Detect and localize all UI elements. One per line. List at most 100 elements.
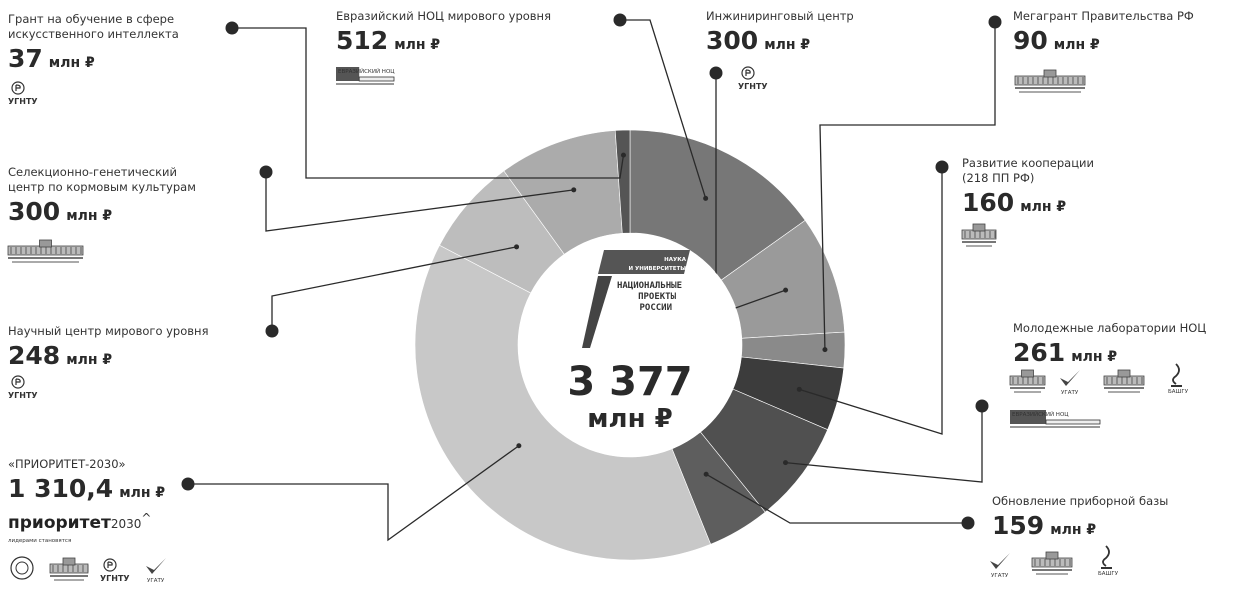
amount-eng: 300 млн ₽ [706, 26, 810, 55]
leader-grant-end [620, 152, 626, 158]
leader-coop [799, 167, 943, 435]
logo-banner [598, 250, 690, 274]
annotation-priority: «ПРИОРИТЕТ-2030» 1 310,4 млн ₽ [8, 457, 165, 503]
leader-mega-dot [988, 15, 1002, 29]
leader-grant-dot [225, 21, 239, 35]
ugntu-logo: УГНТУ [100, 558, 130, 583]
amount-update: 159 млн ₽ [992, 511, 1096, 540]
logo-big3: РОССИИ [639, 303, 672, 313]
leader-lines [181, 13, 1002, 542]
mega-building-logo [1014, 69, 1086, 93]
ugatu-label: УГАТУ [1061, 390, 1079, 396]
annotation-mega: Мегагрант Правительства РФ 90 млн ₽ [1013, 9, 1194, 55]
leader-selection-dot [259, 165, 273, 179]
leader-noc [620, 19, 707, 199]
label-priority-line1: «ПРИОРИТЕТ-2030» [8, 457, 126, 471]
coop-building-logo [961, 223, 997, 247]
ugntu-label: УГНТУ [8, 97, 38, 106]
amount-unit-selection: млн ₽ [66, 208, 112, 224]
ugntu-label: УГНТУ [100, 574, 130, 583]
noc-logo-text: ЕВРАЗИЙСКИЙ НОЦ [1012, 411, 1069, 418]
youth-building-logo [1009, 369, 1046, 393]
amount-noc: 512 млн ₽ [336, 26, 440, 55]
label-grant-line2: искусственного интеллекта [8, 27, 179, 41]
logo-line2: И УНИВЕРСИТЕТЫ [628, 266, 686, 272]
leader-selection-end [571, 187, 577, 193]
leader-eng-dot [709, 66, 723, 80]
ugntu-letter-icon [15, 84, 21, 91]
bashgu-logo: БАШГУ [1168, 363, 1189, 395]
ugatu-logo: УГАТУ [990, 553, 1010, 579]
leader-coop-dot [935, 160, 949, 174]
amount-science: 248 млн ₽ [8, 341, 112, 370]
bashgu-logo: БАШГУ [1098, 545, 1119, 577]
amount-value-science: 248 [8, 341, 60, 370]
logo-line1: НАУКА [664, 257, 687, 263]
leader-grant [232, 27, 625, 179]
ugntu-emblem-icon [11, 375, 25, 389]
annotation-eng: Инжиниринговый центр 300 млн ₽ [706, 9, 854, 55]
priority-2030-brand: приоритет2030^ лидерами становятся [8, 511, 151, 544]
amount-value-update: 159 [992, 511, 1044, 540]
ugatu-wing-icon [990, 553, 1010, 569]
amount-youth: 261 млн ₽ [1013, 338, 1117, 367]
amount-unit-eng: млн ₽ [764, 37, 810, 53]
ugatu-wing-icon [146, 558, 166, 574]
ugntu-logo: УГНТУ [8, 375, 38, 400]
ugatu-logo: УГАТУ [146, 558, 166, 584]
label-science-line1: Научный центр мирового уровня [8, 324, 209, 338]
noc-logo-text: ЕВРАЗИЙСКИЙ НОЦ [338, 68, 395, 75]
leader-priority-dot [181, 477, 195, 491]
bashgu-label: БАШГУ [1098, 571, 1119, 577]
amount-value-mega: 90 [1013, 26, 1048, 55]
leader-noc-end [703, 195, 709, 201]
priority-tagline: лидерами становятся [8, 538, 71, 544]
leader-update [705, 473, 968, 524]
annotation-youth: Молодежные лаборатории НОЦ 261 млн ₽ [1013, 321, 1206, 367]
priority-brand-light: 2030 [111, 517, 142, 531]
amount-value-noc: 512 [336, 26, 388, 55]
donut-center: НАУКА И УНИВЕРСИТЕТЫ НАЦИОНАЛЬНЫЕ ПРОЕКТ… [518, 233, 742, 457]
label-coop-line1: Развитие кооперации [962, 156, 1094, 170]
ugntu-emblem-icon [103, 558, 117, 572]
amount-unit-update: млн ₽ [1050, 522, 1096, 538]
annotation-update: Обновление приборной базы 159 млн ₽ [992, 494, 1168, 540]
leader-update-end [703, 471, 709, 477]
total-value: 3 377 [567, 359, 692, 405]
logo-big1: НАЦИОНАЛЬНЫЕ [617, 281, 682, 291]
amount-unit-noc: млн ₽ [394, 37, 440, 53]
noc-top-logo: ЕВРАЗИЙСКИЙ НОЦ [336, 67, 395, 85]
ugntu-label: УГНТУ [738, 82, 768, 91]
annotation-coop: Развитие кооперации(218 ПП РФ) 160 млн ₽ [962, 156, 1094, 217]
ugntu-logo: УГНТУ [738, 66, 768, 91]
amount-priority: 1 310,4 млн ₽ [8, 474, 165, 503]
leader-update-dot [961, 516, 975, 530]
total-unit: млн ₽ [587, 404, 672, 434]
leader-youth-end [783, 460, 789, 466]
leader-science-end [514, 244, 520, 250]
label-mega-line1: Мегагрант Правительства РФ [1013, 9, 1194, 23]
label-grant-line1: Грант на обучение в сфере [8, 12, 174, 26]
ugatu-label: УГАТУ [991, 573, 1009, 579]
label-youth-line1: Молодежные лаборатории НОЦ [1013, 321, 1206, 335]
amount-grant: 37 млн ₽ [8, 44, 95, 73]
ugntu-letter-icon [15, 378, 21, 385]
annotation-blocks: Грант на обучение в сфереискусственного … [7, 9, 1206, 584]
donut-hole [518, 233, 742, 457]
label-update-line1: Обновление приборной базы [992, 494, 1168, 508]
leader-eng-end [783, 287, 789, 293]
selection-building-logo [7, 239, 84, 263]
leader-coop-end [796, 386, 802, 392]
label-noc-line1: Евразийский НОЦ мирового уровня [336, 9, 551, 23]
amount-unit-science: млн ₽ [66, 352, 112, 368]
amount-value-grant: 37 [8, 44, 43, 73]
leader-youth-dot [975, 399, 989, 413]
ugntu-letter-icon [745, 69, 751, 76]
ugatu-wing-icon [1060, 370, 1080, 386]
leader-mega-end [822, 347, 828, 353]
ugntu-letter-icon [107, 561, 113, 568]
leader-science [271, 246, 517, 331]
amount-value-eng: 300 [706, 26, 758, 55]
